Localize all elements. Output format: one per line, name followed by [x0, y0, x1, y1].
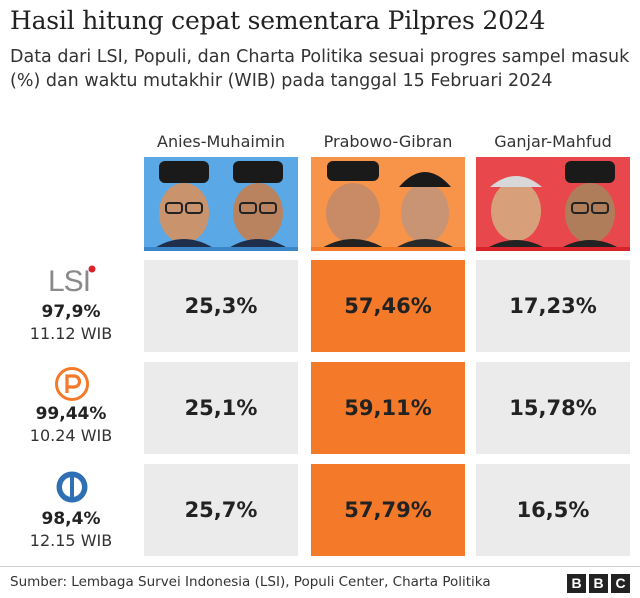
update-time: 12.15 WIB [29, 531, 113, 550]
update-time: 11.12 WIB [29, 324, 113, 343]
row-label-lsi: 97,9% 11.12 WIB [8, 302, 134, 343]
candidate-pair-illustration [144, 157, 298, 251]
sample-progress: 99,44% [35, 404, 107, 424]
result-cell-lsi-ganjar: 17,23% [476, 260, 630, 352]
row-label-charta-politika: 98,4% 12.15 WIB [8, 509, 134, 550]
bbc-logo-letter: B [589, 574, 608, 593]
result-cell-populi-prabowo: 59,11% [311, 362, 465, 454]
candidate-pair-illustration [311, 157, 465, 251]
source-note: Sumber: Lembaga Survei Indonesia (LSI), … [10, 574, 491, 590]
populi-logo [55, 367, 89, 405]
candidate-photo-ganjar-mahfud [476, 157, 630, 251]
chart-title: Hasil hitung cepat sementara Pilpres 202… [10, 6, 546, 35]
bbc-logo: B B C [567, 574, 630, 593]
candidate-photo-prabowo-gibran [311, 157, 465, 251]
lsi-logo: LSI [48, 263, 98, 301]
bbc-logo-letter: C [611, 574, 630, 593]
row-label-populi: 99,44% 10.24 WIB [8, 404, 134, 445]
column-header-ganjar: Ganjar-Mahfud [494, 132, 612, 151]
footer-divider [0, 566, 640, 567]
result-cell-charta-prabowo: 57,79% [311, 464, 465, 556]
column-header-anies: Anies-Muhaimin [157, 132, 285, 151]
charta-politika-logo [55, 470, 89, 508]
sample-progress: 98,4% [41, 509, 101, 529]
result-cell-populi-anies: 25,1% [144, 362, 298, 454]
candidate-color-bar [476, 247, 630, 251]
column-header-prabowo: Prabowo-Gibran [323, 132, 453, 151]
result-cell-charta-anies: 25,7% [144, 464, 298, 556]
result-cell-lsi-anies: 25,3% [144, 260, 298, 352]
candidate-color-bar [311, 247, 465, 251]
chart-subtitle: Data dari LSI, Populi, dan Charta Politi… [10, 47, 630, 91]
result-cell-lsi-prabowo: 57,46% [311, 260, 465, 352]
person-icon [391, 172, 459, 251]
update-time: 10.24 WIB [29, 426, 113, 445]
svg-text:LSI: LSI [48, 265, 90, 297]
sample-progress: 97,9% [41, 302, 101, 322]
candidate-color-bar [144, 247, 298, 251]
bbc-logo-letter: B [567, 574, 586, 593]
result-cell-charta-ganjar: 16,5% [476, 464, 630, 556]
candidate-photo-anies-muhaimin [144, 157, 298, 251]
candidate-pair-illustration [476, 157, 630, 251]
result-cell-populi-ganjar: 15,78% [476, 362, 630, 454]
